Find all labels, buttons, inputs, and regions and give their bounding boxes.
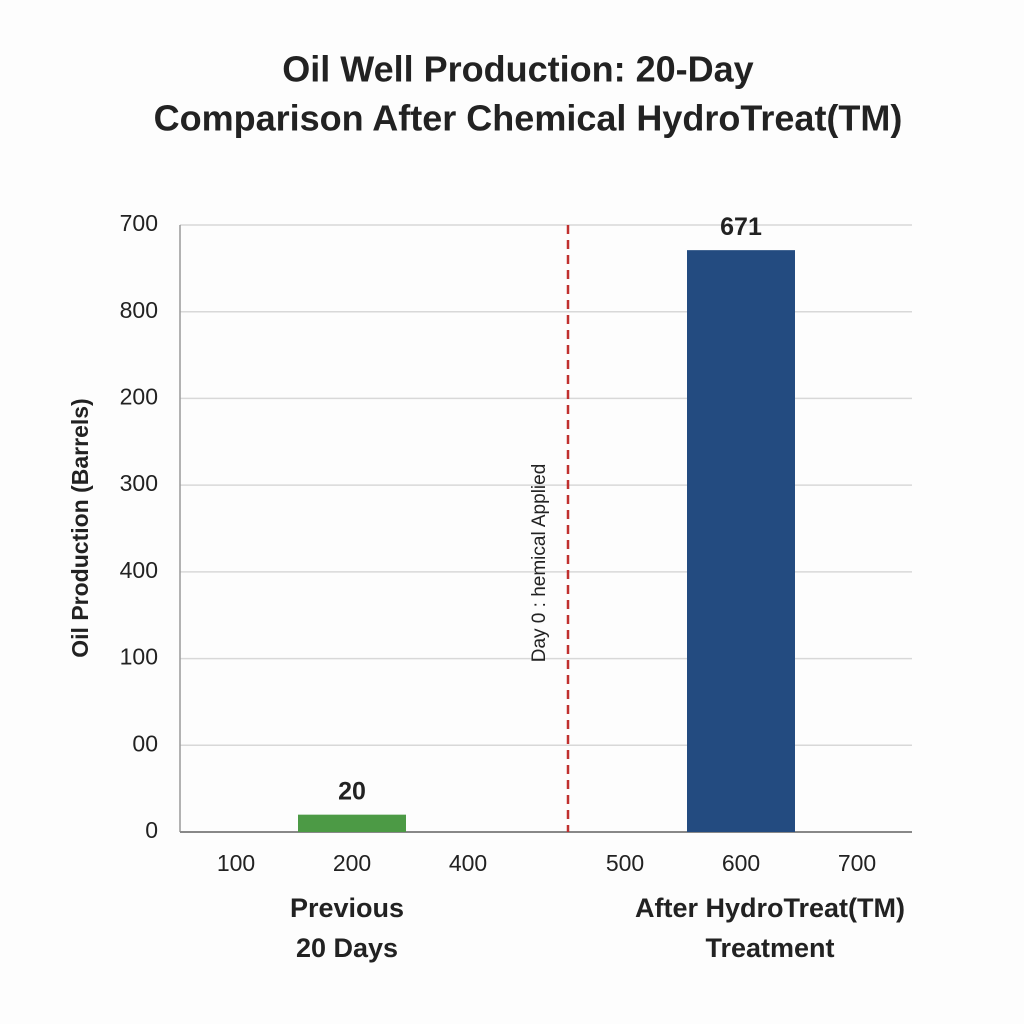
bar — [298, 814, 406, 832]
bar — [687, 250, 795, 832]
x-tick-label: 500 — [606, 850, 644, 876]
y-tick-label: 400 — [120, 557, 158, 583]
x-tick-label: 700 — [838, 850, 876, 876]
annotation: Day 0 : hemical Applied — [529, 464, 550, 663]
y-tick-label: 300 — [120, 470, 158, 496]
chart-title: Comparison After Chemical HydroTreat(TM) — [154, 98, 903, 139]
x-category-label: After HydroTreat(TM) Treatment — [635, 893, 905, 963]
x-category-label: Previous 20 Days — [290, 893, 404, 963]
value-label: 20 — [338, 777, 366, 805]
y-axis-label: Oil Production (Barrels) — [67, 398, 93, 657]
y-tick-label: 700 — [120, 210, 158, 236]
x-tick-label: 200 — [333, 850, 371, 876]
y-tick-label: 0 — [145, 817, 158, 843]
y-tick-label: 00 — [132, 730, 158, 756]
x-tick-label: 600 — [722, 850, 760, 876]
x-tick-label: 100 — [217, 850, 255, 876]
y-tick-label: 100 — [120, 644, 158, 670]
y-tick-label: 800 — [120, 297, 158, 323]
x-tick-label: 400 — [449, 850, 487, 876]
value-label: 671 — [720, 213, 762, 241]
chart-title: Oil Well Production: 20-Day — [282, 49, 753, 90]
y-tick-label: 200 — [120, 384, 158, 410]
